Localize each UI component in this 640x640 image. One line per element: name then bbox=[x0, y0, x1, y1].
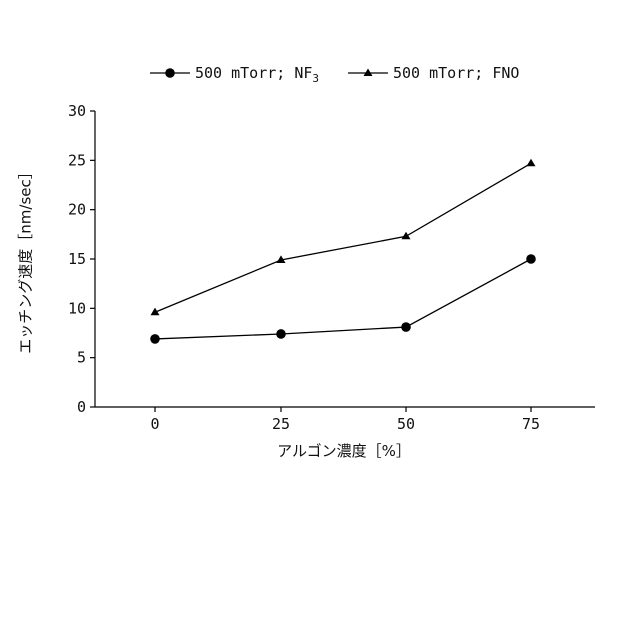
y-tick-label: 15 bbox=[68, 250, 86, 268]
y-tick-label: 0 bbox=[77, 398, 86, 416]
y-axis-label: エッチング速度［nm/sec］ bbox=[17, 164, 35, 353]
series-line-circle bbox=[155, 259, 531, 339]
data-point-circle bbox=[276, 329, 286, 339]
legend-label-nf3: 500 mTorr; NF3 bbox=[195, 64, 319, 85]
y-tick-label: 30 bbox=[68, 102, 86, 120]
series-layer bbox=[150, 159, 536, 344]
x-tick-label: 50 bbox=[397, 415, 415, 433]
y-tick-label: 25 bbox=[68, 151, 86, 169]
y-tick-label: 20 bbox=[68, 201, 86, 219]
x-tick-label: 75 bbox=[522, 415, 540, 433]
x-tick-label: 25 bbox=[272, 415, 290, 433]
x-axis-title: アルゴン濃度［%］ bbox=[277, 442, 411, 460]
legend-item-fno: 500 mTorr; FNO bbox=[348, 64, 519, 82]
legend: 500 mTorr; NF3 500 mTorr; FNO bbox=[150, 64, 519, 85]
y-tick-label: 10 bbox=[68, 299, 86, 317]
legend-item-nf3: 500 mTorr; NF3 bbox=[150, 64, 319, 85]
data-point-circle bbox=[401, 322, 411, 332]
data-point-triangle bbox=[527, 159, 536, 167]
legend-label-fno: 500 mTorr; FNO bbox=[393, 64, 519, 82]
y-axis-title: エッチング速度［nm/sec］ bbox=[17, 164, 35, 353]
legend-marker-triangle bbox=[364, 69, 373, 77]
data-point-circle bbox=[150, 334, 160, 344]
x-tick-label: 0 bbox=[150, 415, 159, 433]
data-point-triangle bbox=[402, 232, 411, 240]
y-tick-label: 5 bbox=[77, 349, 86, 367]
data-point-circle bbox=[526, 254, 536, 264]
legend-marker-circle bbox=[165, 68, 175, 78]
